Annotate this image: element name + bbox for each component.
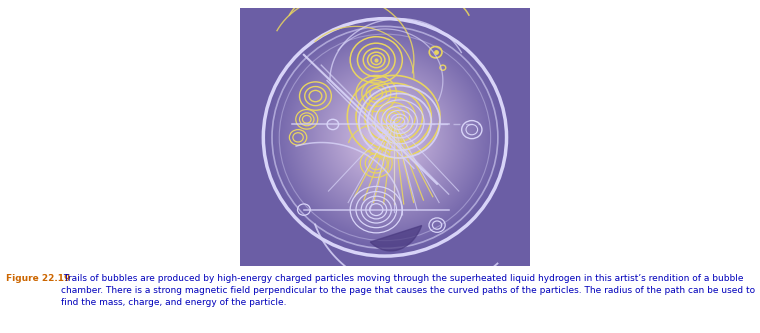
Text: Figure 22.19: Figure 22.19 — [6, 274, 71, 283]
Text: Trails of bubbles are produced by high-energy charged particles moving through t: Trails of bubbles are produced by high-e… — [61, 274, 755, 307]
Polygon shape — [370, 225, 422, 251]
